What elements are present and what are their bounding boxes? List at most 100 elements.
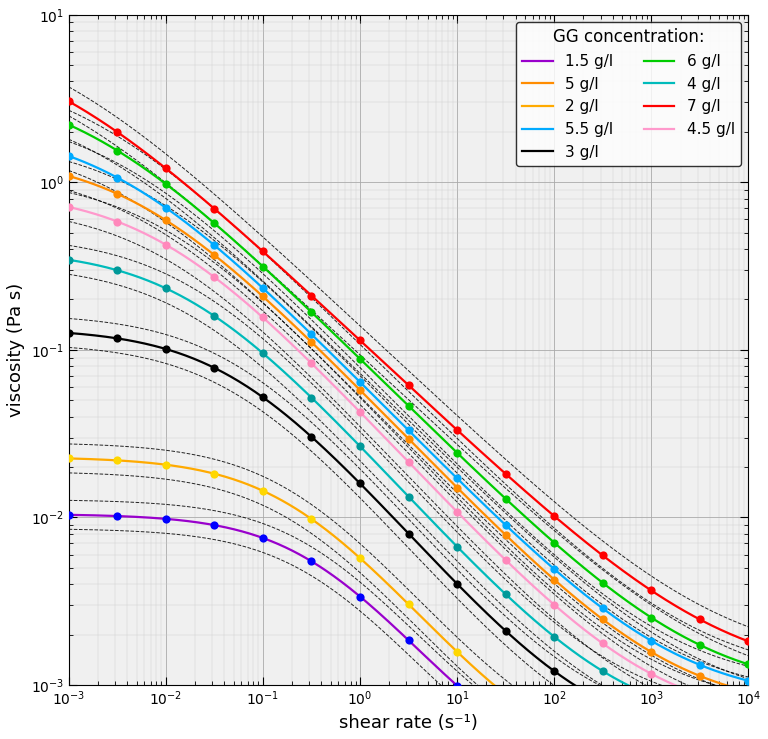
Point (305, 336, 317, 348)
Point (402, 634, 415, 646)
Point (451, 680, 463, 692)
Point (645, 646, 657, 658)
Point (402, 456, 415, 468)
Point (160, 239, 172, 251)
Point (499, 554, 511, 566)
Point (160, 343, 172, 355)
Point (742, 714, 754, 726)
Point (160, 214, 172, 226)
Point (451, 482, 463, 494)
Point (402, 424, 415, 436)
Point (305, 328, 317, 340)
Point (208, 202, 220, 214)
Point (305, 392, 317, 403)
Point (451, 506, 463, 518)
Point (111, 126, 124, 138)
X-axis label: shear rate (s⁻¹): shear rate (s⁻¹) (339, 714, 478, 732)
Point (499, 520, 511, 531)
Point (208, 468, 220, 480)
Point (402, 433, 415, 445)
Point (451, 646, 463, 658)
Point (160, 513, 172, 525)
Point (354, 590, 366, 602)
Point (305, 358, 317, 370)
Point (742, 636, 754, 647)
Point (111, 171, 124, 183)
Point (354, 376, 366, 388)
Point (499, 689, 511, 701)
Point (742, 675, 754, 687)
Point (257, 245, 269, 257)
Point (548, 665, 561, 677)
Point (62, 327, 74, 339)
Point (62, 119, 74, 131)
Point (597, 695, 609, 707)
Point (354, 335, 366, 347)
Point (305, 306, 317, 318)
Point (645, 635, 657, 647)
Point (597, 613, 609, 625)
Point (208, 520, 220, 531)
Point (402, 379, 415, 391)
Point (257, 290, 269, 302)
Point (499, 493, 511, 505)
Point (305, 290, 317, 302)
Point (160, 163, 172, 174)
Point (645, 585, 657, 596)
Point (451, 447, 463, 459)
Point (305, 513, 317, 525)
Point (354, 353, 366, 365)
Point (645, 612, 657, 624)
Point (742, 702, 754, 714)
Point (111, 265, 124, 276)
Point (548, 631, 561, 643)
Point (305, 556, 317, 568)
Point (160, 459, 172, 471)
Point (694, 726, 706, 738)
Point (402, 491, 415, 503)
Point (694, 689, 706, 701)
Point (354, 477, 366, 489)
Point (62, 254, 74, 266)
Point (451, 578, 463, 590)
Point (62, 201, 74, 213)
Point (645, 715, 657, 727)
Point (548, 599, 561, 610)
Point (645, 668, 657, 680)
Point (62, 452, 74, 464)
Point (62, 150, 74, 162)
Point (548, 537, 561, 548)
Point (742, 686, 754, 698)
Point (257, 392, 269, 403)
Point (62, 95, 74, 107)
Y-axis label: viscosity (Pa s): viscosity (Pa s) (7, 283, 25, 417)
Point (645, 690, 657, 702)
Point (597, 665, 609, 677)
Point (111, 188, 124, 200)
Point (548, 563, 561, 575)
Point (451, 472, 463, 484)
Point (548, 510, 561, 522)
Point (354, 552, 366, 564)
Point (742, 732, 754, 739)
Point (160, 282, 172, 294)
Legend: 1.5 g/l, 5 g/l, 2 g/l, 5.5 g/l, 3 g/l, 6 g/l, 4 g/l, 7 g/l, 4.5 g/l: 1.5 g/l, 5 g/l, 2 g/l, 5.5 g/l, 3 g/l, 6… (516, 22, 741, 166)
Point (257, 485, 269, 497)
Point (208, 217, 220, 229)
Point (354, 384, 366, 396)
Point (548, 722, 561, 734)
Point (111, 216, 124, 228)
Point (160, 178, 172, 190)
Point (597, 602, 609, 614)
Point (208, 249, 220, 261)
Point (694, 670, 706, 682)
Point (111, 510, 124, 522)
Point (499, 719, 511, 731)
Point (257, 282, 269, 294)
Point (694, 705, 706, 717)
Point (305, 431, 317, 443)
Point (62, 170, 74, 182)
Point (597, 550, 609, 562)
Point (62, 509, 74, 521)
Point (402, 528, 415, 539)
